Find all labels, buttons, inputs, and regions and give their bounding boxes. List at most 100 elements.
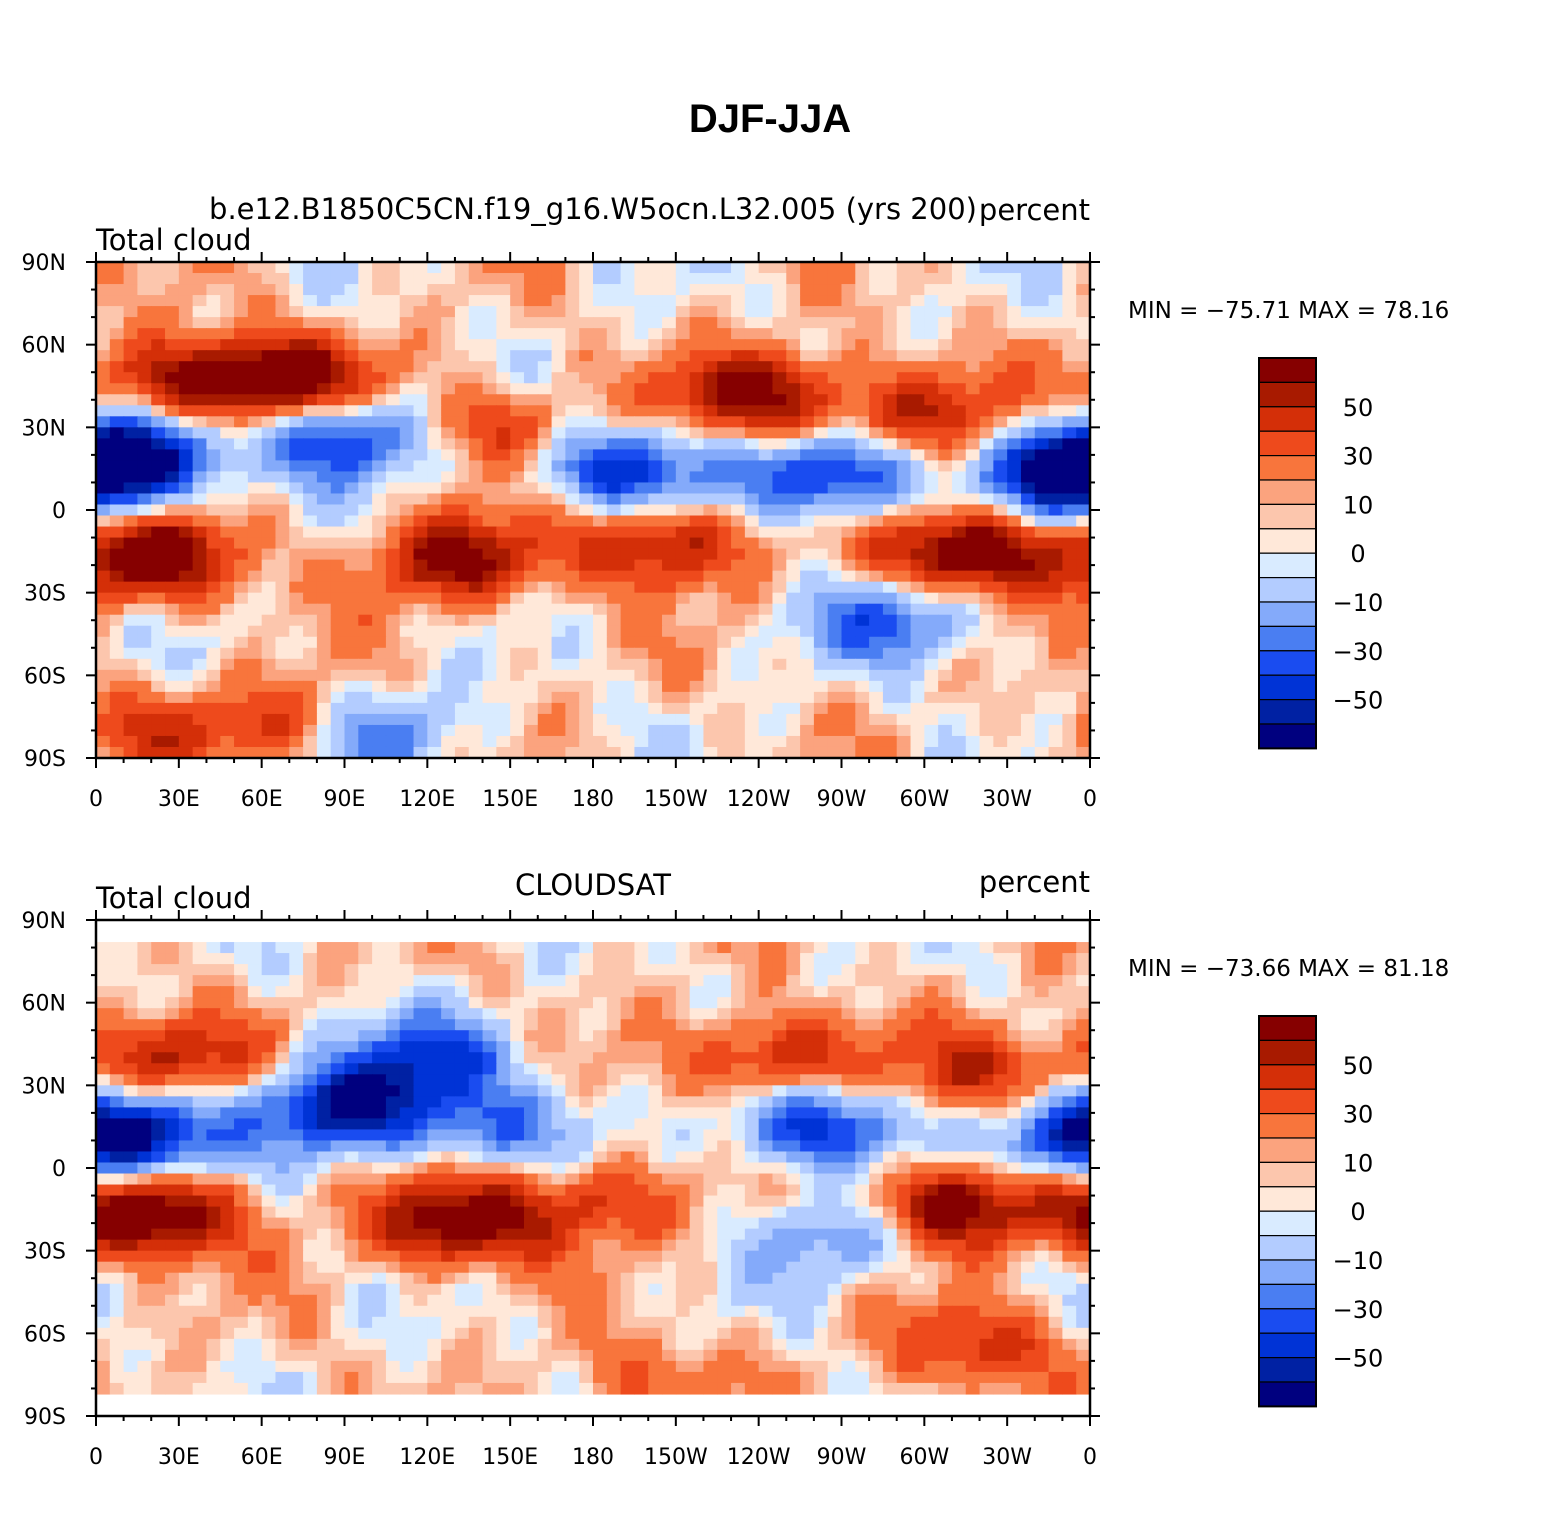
heatmap-cell bbox=[109, 975, 125, 987]
heatmap-cell bbox=[938, 339, 953, 351]
heatmap-cell bbox=[938, 504, 953, 517]
heatmap-cell bbox=[979, 317, 994, 329]
heatmap-cell bbox=[1020, 702, 1036, 715]
heatmap-cell bbox=[441, 614, 456, 627]
heatmap-cell bbox=[137, 306, 152, 318]
heatmap-cell bbox=[869, 537, 884, 550]
heatmap-cell bbox=[96, 1074, 111, 1086]
heatmap-cell bbox=[468, 493, 484, 506]
heatmap-cell bbox=[951, 449, 967, 461]
heatmap-cell bbox=[1048, 372, 1063, 384]
heatmap-cell bbox=[634, 724, 649, 737]
heatmap-cell bbox=[330, 1030, 346, 1042]
heatmap-cell bbox=[275, 975, 290, 987]
heatmap-cell bbox=[855, 680, 870, 693]
heatmap-cell bbox=[137, 372, 152, 384]
heatmap-cell bbox=[910, 997, 925, 1009]
heatmap-cell bbox=[537, 735, 553, 748]
heatmap-cell bbox=[261, 724, 277, 737]
heatmap-cell bbox=[109, 1063, 125, 1075]
heatmap-cell bbox=[1062, 1118, 1077, 1131]
heatmap-cell bbox=[372, 1019, 387, 1031]
heatmap-cell bbox=[496, 986, 511, 998]
heatmap-cell bbox=[1076, 964, 1091, 976]
heatmap-cell bbox=[979, 724, 994, 737]
heatmap-cell bbox=[606, 964, 622, 976]
heatmap-cell bbox=[178, 1129, 194, 1142]
heatmap-cell bbox=[454, 460, 470, 473]
heatmap-cell bbox=[123, 570, 139, 583]
heatmap-cell bbox=[758, 438, 774, 450]
heatmap-cell bbox=[620, 953, 636, 965]
heatmap-cell bbox=[261, 328, 277, 340]
heatmap-cell bbox=[109, 1173, 125, 1186]
heatmap-cell bbox=[427, 306, 442, 318]
heatmap-cell bbox=[289, 306, 304, 318]
heatmap-cell bbox=[593, 482, 608, 495]
heatmap-cell bbox=[689, 724, 705, 737]
heatmap-cell bbox=[717, 713, 732, 726]
heatmap-cell bbox=[399, 1063, 415, 1075]
heatmap-cell bbox=[344, 328, 359, 340]
heatmap-cell bbox=[565, 1052, 580, 1064]
heatmap-cell bbox=[855, 724, 870, 737]
heatmap-cell bbox=[109, 339, 125, 351]
heatmap-cell bbox=[620, 372, 636, 384]
heatmap-cell bbox=[165, 328, 180, 340]
heatmap-cell bbox=[593, 680, 608, 693]
heatmap-cell bbox=[551, 603, 566, 616]
heatmap-cell bbox=[841, 1074, 856, 1086]
heatmap-cell bbox=[1048, 405, 1063, 417]
heatmap-cell bbox=[510, 746, 525, 759]
heatmap-cell bbox=[385, 383, 401, 395]
heatmap-cell bbox=[800, 1074, 815, 1086]
heatmap-cell bbox=[275, 350, 290, 362]
heatmap-cell bbox=[731, 1162, 746, 1175]
heatmap-cell bbox=[938, 350, 953, 362]
heatmap-cell bbox=[965, 746, 981, 759]
heatmap-cell bbox=[731, 405, 746, 417]
heatmap-cell bbox=[123, 1107, 139, 1119]
heatmap-cell bbox=[731, 1096, 746, 1108]
heatmap-cell bbox=[965, 1173, 981, 1186]
heatmap-cell bbox=[454, 1129, 470, 1142]
heatmap-cell bbox=[813, 537, 829, 550]
heatmap-cell bbox=[523, 328, 539, 340]
heatmap-cell bbox=[468, 1052, 484, 1064]
heatmap-cell bbox=[938, 997, 953, 1009]
heatmap-cell bbox=[869, 350, 884, 362]
heatmap-cell bbox=[275, 1074, 290, 1086]
heatmap-cell bbox=[979, 273, 994, 285]
heatmap-cell bbox=[648, 603, 663, 616]
heatmap-cell bbox=[372, 1173, 387, 1186]
heatmap-cell bbox=[1020, 504, 1036, 517]
heatmap-cell bbox=[151, 746, 166, 759]
heatmap-cell bbox=[882, 614, 898, 627]
heatmap-cell bbox=[1048, 273, 1063, 285]
heatmap-cell bbox=[951, 713, 967, 726]
heatmap-cell bbox=[289, 581, 304, 594]
heatmap-cell bbox=[731, 416, 746, 428]
heatmap-cell bbox=[924, 328, 939, 340]
heatmap-cell bbox=[896, 372, 912, 384]
heatmap-cell bbox=[1076, 306, 1091, 318]
heatmap-cell bbox=[289, 713, 304, 726]
heatmap-cell bbox=[316, 559, 332, 572]
heatmap-cell bbox=[275, 515, 290, 528]
heatmap-cell bbox=[468, 317, 484, 329]
heatmap-cell bbox=[689, 350, 705, 362]
heatmap-cell bbox=[510, 1074, 525, 1086]
heatmap-cell bbox=[993, 735, 1008, 748]
heatmap-cell bbox=[1048, 361, 1063, 373]
heatmap-cell bbox=[427, 1118, 442, 1131]
heatmap-cell bbox=[234, 636, 249, 649]
heatmap-cell bbox=[744, 482, 760, 495]
heatmap-cell bbox=[993, 262, 1008, 274]
heatmap-cell bbox=[744, 1140, 760, 1153]
heatmap-cell bbox=[841, 1096, 856, 1108]
heatmap-cell bbox=[441, 1096, 456, 1108]
heatmap-cell bbox=[1076, 372, 1091, 384]
heatmap-cell bbox=[441, 493, 456, 506]
heatmap-cell bbox=[662, 614, 677, 627]
heatmap-cell bbox=[565, 383, 580, 395]
